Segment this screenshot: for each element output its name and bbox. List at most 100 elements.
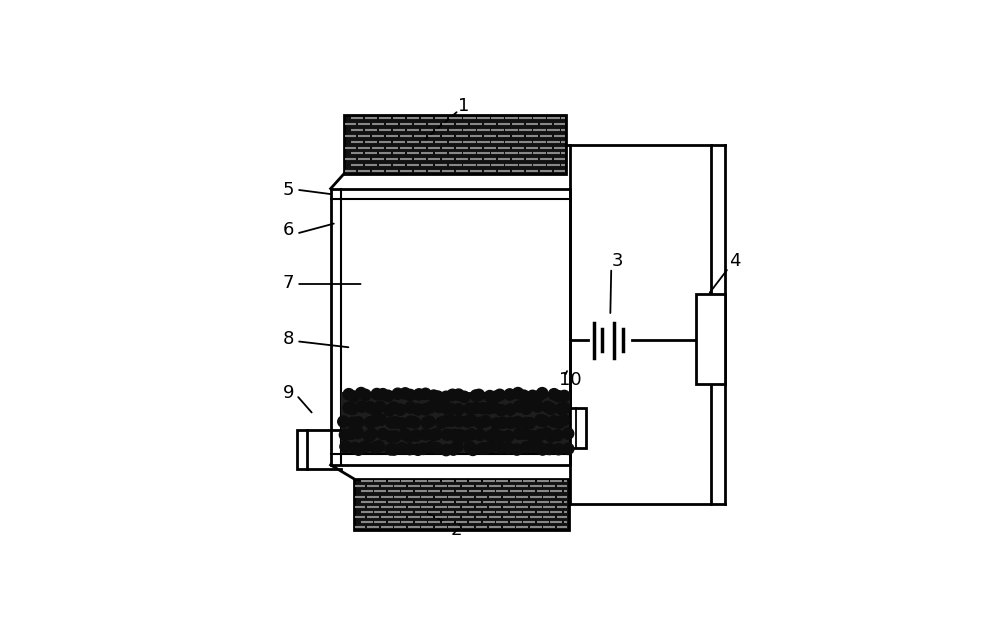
Text: 5: 5 bbox=[283, 180, 294, 199]
Circle shape bbox=[533, 441, 544, 452]
Circle shape bbox=[552, 430, 563, 441]
Circle shape bbox=[349, 443, 360, 453]
Circle shape bbox=[495, 431, 506, 442]
Circle shape bbox=[445, 403, 456, 415]
Circle shape bbox=[417, 443, 429, 455]
Circle shape bbox=[373, 441, 385, 452]
Circle shape bbox=[431, 429, 442, 440]
Circle shape bbox=[464, 403, 475, 415]
Circle shape bbox=[527, 431, 538, 442]
Circle shape bbox=[348, 391, 359, 402]
Circle shape bbox=[339, 429, 351, 441]
Circle shape bbox=[453, 404, 464, 415]
Circle shape bbox=[377, 429, 389, 439]
Circle shape bbox=[377, 389, 389, 400]
Circle shape bbox=[405, 389, 416, 401]
Circle shape bbox=[347, 403, 358, 415]
Circle shape bbox=[489, 429, 500, 439]
Bar bbox=[344, 116, 566, 174]
Circle shape bbox=[404, 431, 415, 443]
Circle shape bbox=[340, 441, 351, 452]
Circle shape bbox=[440, 391, 452, 403]
Circle shape bbox=[452, 441, 463, 452]
Circle shape bbox=[388, 402, 399, 413]
Circle shape bbox=[511, 444, 522, 455]
Circle shape bbox=[518, 390, 529, 401]
Circle shape bbox=[384, 404, 395, 416]
Circle shape bbox=[491, 418, 502, 429]
Circle shape bbox=[466, 415, 477, 426]
Circle shape bbox=[563, 428, 574, 439]
Circle shape bbox=[441, 444, 452, 456]
Circle shape bbox=[495, 404, 507, 416]
Circle shape bbox=[374, 401, 385, 412]
Text: 3: 3 bbox=[612, 252, 623, 270]
Circle shape bbox=[353, 417, 364, 428]
Circle shape bbox=[521, 441, 532, 453]
Circle shape bbox=[497, 417, 508, 429]
Bar bbox=[297, 430, 307, 469]
Circle shape bbox=[532, 401, 543, 412]
Text: 7: 7 bbox=[283, 274, 294, 291]
Bar bbox=[570, 408, 586, 448]
Circle shape bbox=[364, 431, 375, 442]
Circle shape bbox=[537, 387, 548, 399]
Circle shape bbox=[538, 415, 549, 427]
Circle shape bbox=[554, 417, 565, 428]
Circle shape bbox=[459, 431, 470, 442]
Circle shape bbox=[359, 441, 371, 453]
Circle shape bbox=[521, 417, 532, 429]
Circle shape bbox=[413, 404, 424, 415]
Circle shape bbox=[356, 387, 367, 399]
Circle shape bbox=[425, 402, 436, 413]
Circle shape bbox=[553, 391, 564, 402]
Text: 1: 1 bbox=[458, 97, 469, 114]
Text: 2: 2 bbox=[451, 521, 462, 539]
Circle shape bbox=[519, 428, 530, 439]
Circle shape bbox=[454, 430, 466, 441]
Circle shape bbox=[371, 389, 382, 399]
Circle shape bbox=[505, 417, 516, 429]
Circle shape bbox=[413, 389, 425, 400]
Circle shape bbox=[420, 429, 431, 440]
Circle shape bbox=[522, 401, 534, 412]
Circle shape bbox=[514, 401, 525, 412]
Circle shape bbox=[360, 389, 371, 401]
Circle shape bbox=[524, 418, 535, 429]
Circle shape bbox=[462, 416, 473, 427]
Circle shape bbox=[405, 416, 416, 427]
Circle shape bbox=[477, 403, 488, 414]
Circle shape bbox=[503, 443, 514, 454]
Circle shape bbox=[431, 443, 442, 454]
Circle shape bbox=[483, 403, 494, 414]
Circle shape bbox=[553, 444, 564, 455]
Circle shape bbox=[338, 416, 349, 427]
Circle shape bbox=[421, 417, 432, 428]
Circle shape bbox=[396, 443, 408, 454]
Circle shape bbox=[532, 391, 543, 402]
Circle shape bbox=[504, 389, 515, 400]
Circle shape bbox=[466, 429, 477, 440]
Circle shape bbox=[544, 443, 555, 455]
Circle shape bbox=[441, 403, 452, 413]
Circle shape bbox=[385, 444, 396, 455]
Circle shape bbox=[485, 431, 496, 441]
Circle shape bbox=[447, 389, 458, 401]
Circle shape bbox=[488, 402, 499, 413]
Circle shape bbox=[470, 390, 482, 401]
Text: 9: 9 bbox=[283, 384, 294, 402]
Circle shape bbox=[405, 402, 416, 413]
Circle shape bbox=[528, 441, 539, 452]
Text: 4: 4 bbox=[729, 252, 741, 270]
Circle shape bbox=[390, 417, 402, 428]
Circle shape bbox=[548, 389, 560, 400]
Circle shape bbox=[428, 390, 439, 401]
Circle shape bbox=[353, 444, 364, 455]
Text: 10: 10 bbox=[559, 371, 582, 389]
Circle shape bbox=[535, 415, 546, 426]
Circle shape bbox=[343, 389, 354, 400]
Circle shape bbox=[535, 429, 546, 441]
Circle shape bbox=[432, 391, 443, 402]
Circle shape bbox=[512, 387, 524, 399]
Circle shape bbox=[513, 428, 525, 439]
